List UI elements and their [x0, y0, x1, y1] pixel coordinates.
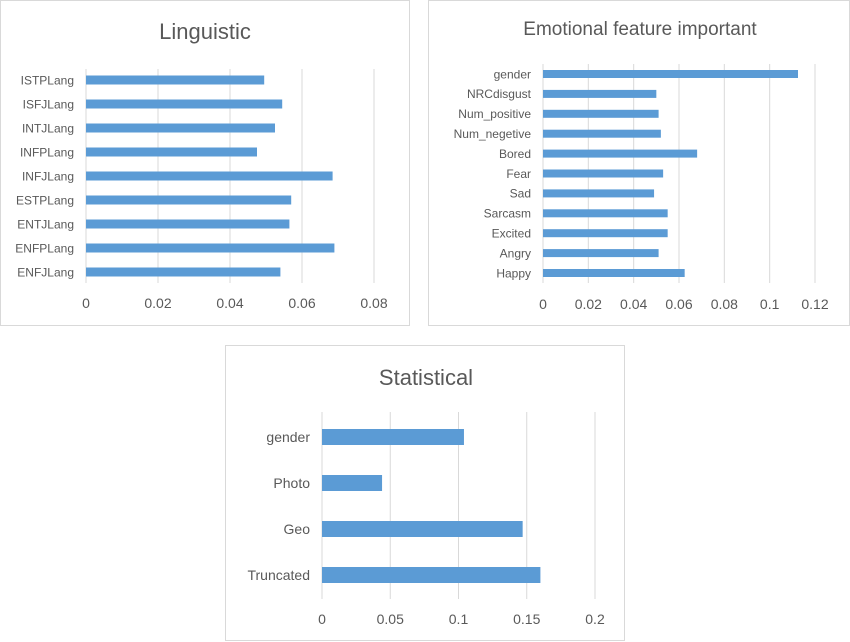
emotional-x-tick-label: 0	[539, 296, 547, 312]
emotional-category-label: Angry	[500, 246, 531, 260]
linguistic-bar	[86, 219, 290, 229]
statistical-x-tick-label: 0	[318, 611, 326, 627]
emotional-category-label: Num_positive	[458, 107, 531, 121]
linguistic-x-tick-label: 0	[82, 295, 90, 311]
emotional-chart-panel: Emotional feature important 0 0.02 0.04 0.06…	[428, 0, 850, 326]
statistical-bar	[322, 567, 541, 583]
emotional-category-label: gender	[494, 67, 531, 81]
emotional-category-label: Fear	[506, 167, 531, 181]
emotional-category-label: Bored	[499, 147, 531, 161]
emotional-category-label: Happy	[496, 266, 531, 280]
linguistic-bar	[86, 195, 292, 205]
linguistic-category-label: ESTPLang	[16, 193, 74, 207]
statistical-category-label: Geo	[284, 521, 311, 537]
emotional-bar	[543, 149, 698, 158]
emotional-x-tick-label: 0.12	[801, 296, 828, 312]
linguistic-bar	[86, 99, 283, 109]
statistical-category-label: Truncated	[247, 567, 310, 583]
linguistic-bar	[86, 147, 257, 157]
emotional-chart-title: Emotional feature important	[523, 19, 757, 40]
linguistic-chart: Linguistic 0 0.02 0.04 0.06 0.08 ISTPLang ISFJL…	[15, 19, 388, 311]
statistical-category-label: gender	[266, 429, 310, 445]
emotional-bar	[543, 169, 664, 178]
linguistic-category-label: INFJLang	[22, 169, 74, 183]
emotional-x-tick-label: 0.08	[711, 296, 738, 312]
linguistic-category-label: ENFJLang	[17, 265, 74, 279]
statistical-chart: Statistical 0 0.05 0.1 0.15 0.2 gender Photo Geo…	[247, 365, 605, 627]
emotional-category-label: NRCdisgust	[467, 87, 532, 101]
linguistic-chart-panel: Linguistic 0 0.02 0.04 0.06 0.08 ISTPLang ISFJL…	[0, 0, 410, 326]
linguistic-category-label: INTJLang	[22, 121, 74, 135]
linguistic-bar	[86, 267, 281, 277]
emotional-category-label: Num_negetive	[454, 127, 532, 141]
emotional-x-tick-label: 0.04	[620, 296, 647, 312]
emotional-x-tick-label: 0.02	[575, 296, 602, 312]
emotional-x-tick-label: 0.1	[760, 296, 780, 312]
emotional-bar	[543, 129, 661, 138]
emotional-bar	[543, 189, 655, 198]
linguistic-bar	[86, 123, 275, 133]
linguistic-bar	[86, 243, 335, 253]
emotional-bar	[543, 89, 657, 98]
emotional-bar	[543, 249, 659, 258]
emotional-category-label: Sarcasm	[484, 207, 531, 221]
emotional-bar	[543, 209, 668, 218]
emotional-feature-chart: Emotional feature important 0 0.02 0.04 0.06…	[454, 19, 829, 312]
linguistic-category-label: INFPLang	[20, 145, 74, 159]
linguistic-category-label: ENTJLang	[17, 217, 74, 231]
linguistic-category-label: ISTPLang	[21, 73, 74, 87]
linguistic-category-label: ENFPLang	[15, 241, 74, 255]
linguistic-x-tick-label: 0.04	[216, 295, 243, 311]
linguistic-x-tick-label: 0.02	[144, 295, 171, 311]
linguistic-category-label: ISFJLang	[23, 97, 74, 111]
emotional-bar	[543, 229, 668, 238]
statistical-bar	[322, 429, 464, 445]
linguistic-x-tick-label: 0.06	[288, 295, 315, 311]
statistical-chart-panel: Statistical 0 0.05 0.1 0.15 0.2 gender Photo Geo…	[225, 345, 625, 641]
linguistic-bar	[86, 171, 333, 181]
statistical-chart-title: Statistical	[379, 365, 473, 390]
statistical-bar	[322, 475, 383, 491]
statistical-category-label: Photo	[273, 475, 310, 491]
emotional-bar	[543, 109, 659, 118]
linguistic-x-tick-label: 0.08	[360, 295, 387, 311]
emotional-category-label: Sad	[510, 187, 531, 201]
emotional-x-tick-label: 0.06	[665, 296, 692, 312]
statistical-x-tick-label: 0.15	[513, 611, 540, 627]
linguistic-chart-title: Linguistic	[159, 19, 251, 44]
statistical-x-tick-label: 0.1	[449, 611, 469, 627]
emotional-category-label: Excited	[492, 227, 531, 241]
statistical-bar	[322, 521, 523, 537]
emotional-bar	[543, 269, 685, 277]
emotional-bar	[543, 70, 798, 78]
statistical-x-tick-label: 0.2	[585, 611, 605, 627]
statistical-x-tick-label: 0.05	[377, 611, 404, 627]
linguistic-bar	[86, 75, 265, 85]
